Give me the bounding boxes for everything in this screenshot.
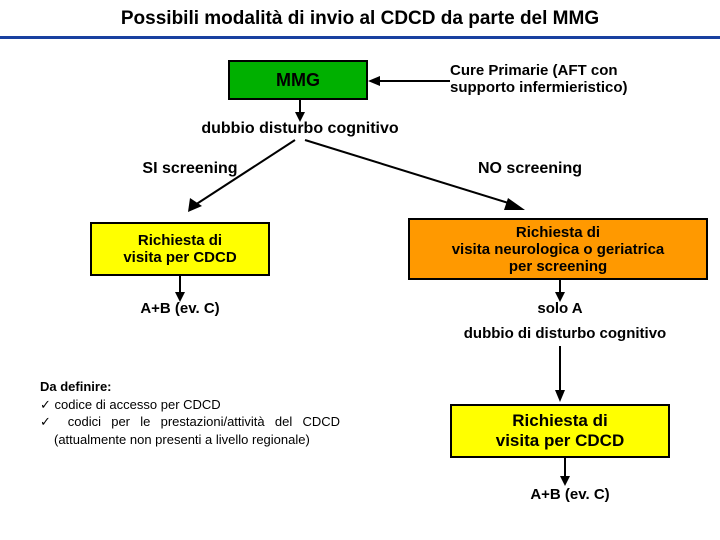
label-ab-left: A+B (ev. C): [120, 300, 240, 317]
arrow-left-down: [173, 276, 187, 302]
node-request-cdcd-bottom: Richiesta di visita per CDCD: [450, 404, 670, 458]
arrow-branch-left: [180, 140, 300, 220]
node-request-neuro: Richiesta di visita neurologica o geriat…: [408, 218, 708, 280]
node-cure-primarie: Cure Primarie (AFT con supporto infermie…: [450, 62, 690, 96]
footer-heading: Da definire:: [40, 378, 340, 396]
arrow-mmg-down: [293, 100, 307, 122]
arrow-branch-right: [300, 140, 530, 220]
footer-notes: Da definire: codice di accesso per CDCD …: [40, 378, 340, 448]
divider: [0, 36, 720, 39]
label-ab-bottom: A+B (ev. C): [510, 486, 630, 503]
node-mmg-label: MMG: [276, 70, 320, 91]
label-solo-a: solo A: [500, 300, 620, 317]
node-request-cdcd-left: Richiesta di visita per CDCD: [90, 222, 270, 276]
cure-line1: Cure Primarie (AFT con: [450, 62, 690, 79]
arrow-right-down-1: [553, 280, 567, 302]
label-ab-left-text: A+B (ev. C): [140, 300, 219, 317]
arrow-right-down-2: [553, 346, 567, 402]
label-dubbio-1-text: dubbio disturbo cognitivo: [201, 120, 398, 137]
label-dubbio-1: dubbio disturbo cognitivo: [160, 120, 440, 138]
page-title: Possibili modalità di invio al CDCD da p…: [0, 0, 720, 36]
req-bottom-line1: Richiesta di: [512, 411, 607, 431]
label-dubbio-2-text: dubbio di disturbo cognitivo: [464, 325, 666, 342]
req-right-line3: per screening: [509, 258, 607, 275]
arrow-bottom-down: [558, 458, 572, 486]
footer-item-2: codici per le prestazioni/attività del C…: [54, 413, 340, 448]
req-bottom-line2: visita per CDCD: [496, 431, 624, 451]
arrow-cure-to-mmg: [368, 74, 450, 88]
footer-item-1: codice di accesso per CDCD: [54, 396, 340, 414]
node-mmg: MMG: [228, 60, 368, 100]
req-left-line1: Richiesta di: [138, 232, 222, 249]
cure-line2: supporto infermieristico): [450, 79, 690, 96]
label-dubbio-2: dubbio di disturbo cognitivo: [430, 325, 700, 342]
req-left-line2: visita per CDCD: [123, 249, 236, 266]
req-right-line2: visita neurologica o geriatrica: [452, 241, 665, 258]
label-ab-bottom-text: A+B (ev. C): [530, 486, 609, 503]
req-right-line1: Richiesta di: [516, 224, 600, 241]
label-solo-a-text: solo A: [537, 300, 582, 317]
